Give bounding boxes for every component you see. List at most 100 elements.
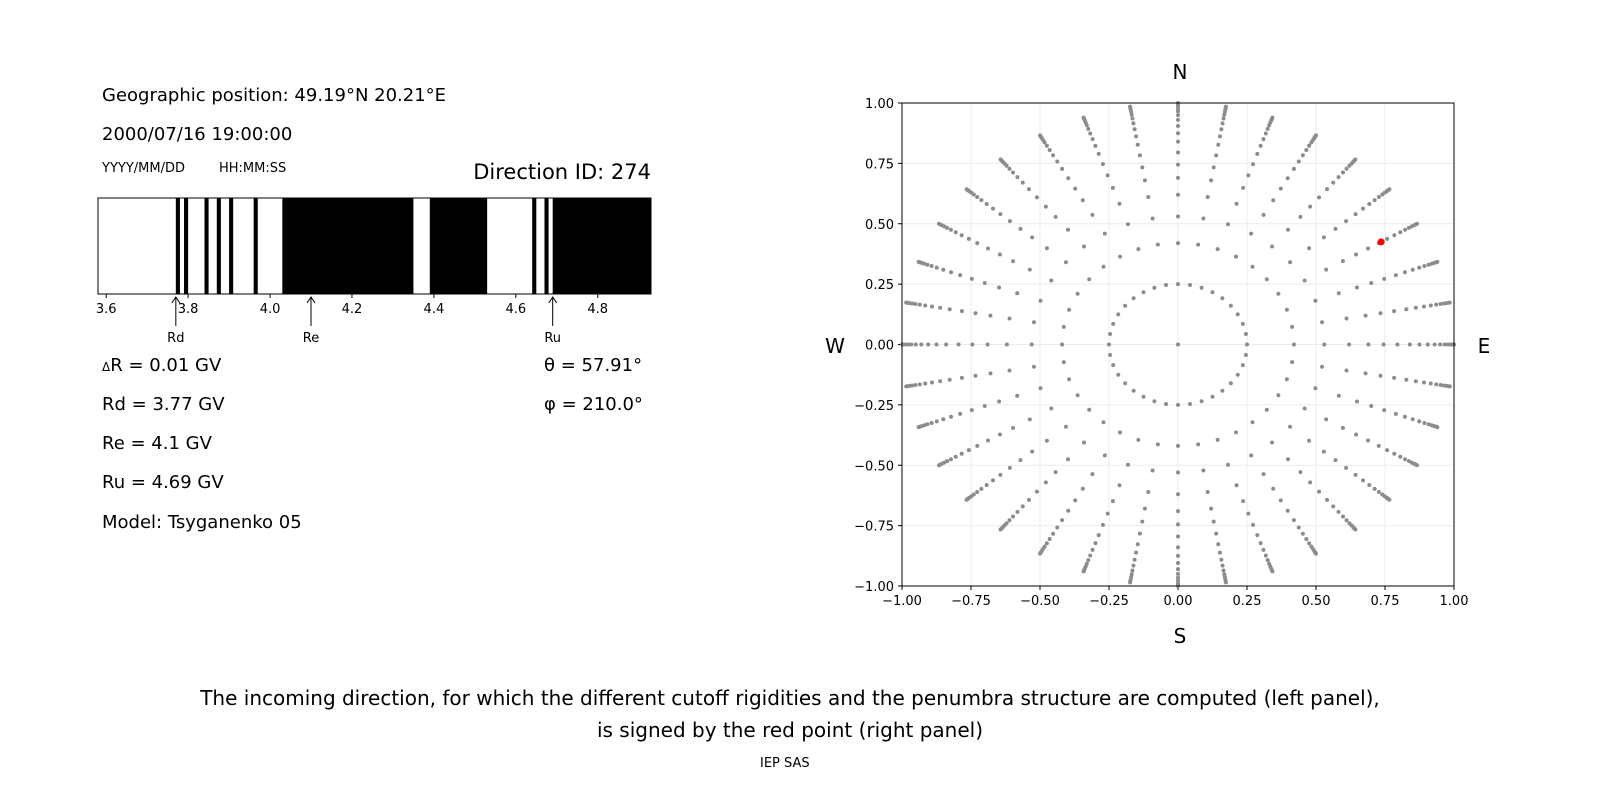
direction-point xyxy=(1385,236,1390,241)
direction-point xyxy=(1250,264,1255,269)
direction-point xyxy=(1135,542,1140,547)
direction-point xyxy=(1233,254,1238,259)
direction-point xyxy=(997,285,1002,290)
direction-point xyxy=(1285,227,1290,232)
direction-point xyxy=(1344,518,1349,523)
direction-point xyxy=(1060,518,1065,523)
direction-point xyxy=(1187,283,1192,288)
direction-point xyxy=(1376,489,1381,494)
direction-point xyxy=(1331,180,1336,185)
direction-point xyxy=(1102,231,1107,236)
direction-point xyxy=(1261,547,1266,552)
compass-north: N xyxy=(1173,60,1188,84)
direction-point xyxy=(1360,206,1365,211)
direction-point xyxy=(1128,104,1133,109)
direction-point xyxy=(979,198,984,203)
compass-west: W xyxy=(825,334,845,358)
forbidden-band xyxy=(552,198,651,294)
direction-point xyxy=(1360,478,1365,483)
direction-point xyxy=(1088,131,1093,136)
direction-point xyxy=(1249,231,1254,236)
direction-point xyxy=(1378,311,1383,316)
direction-point xyxy=(1265,558,1270,563)
direction-point xyxy=(1015,175,1020,180)
x-tick-label: 3.8 xyxy=(178,302,199,317)
direction-point xyxy=(1007,219,1012,224)
direction-point xyxy=(1066,508,1071,513)
direction-point xyxy=(1271,198,1276,203)
direction-point xyxy=(1340,259,1345,264)
direction-point xyxy=(985,438,990,443)
direction-point xyxy=(988,313,993,318)
direction-point xyxy=(959,309,964,314)
direction-point xyxy=(1053,214,1058,219)
direction-point xyxy=(1176,109,1180,114)
time-format-label: HH:MM:SS xyxy=(219,161,287,176)
direction-point xyxy=(1421,304,1426,309)
direction-point xyxy=(1176,545,1180,550)
direction-point xyxy=(916,425,921,430)
direction-point xyxy=(1199,285,1204,290)
forbidden-band xyxy=(175,198,180,294)
direction-point xyxy=(1434,302,1439,307)
direction-point xyxy=(1435,425,1440,430)
direction-point xyxy=(1255,533,1260,538)
direction-point xyxy=(1066,457,1071,462)
direction-point xyxy=(1382,276,1387,281)
direction-point xyxy=(1140,519,1145,524)
direction-point xyxy=(1176,139,1180,144)
direction-point xyxy=(1047,537,1052,542)
direction-point xyxy=(1363,371,1368,376)
direction-point xyxy=(1220,388,1225,393)
direction-point xyxy=(997,252,1002,257)
direction-point xyxy=(1176,162,1180,167)
direction-point xyxy=(985,342,990,347)
direction-point xyxy=(975,241,980,246)
direction-point xyxy=(1314,551,1318,556)
direction-point xyxy=(934,342,939,347)
direction-point xyxy=(1116,312,1121,317)
direction-point xyxy=(1176,117,1180,122)
direction-point xyxy=(1034,489,1039,494)
compass-south: S xyxy=(1174,624,1187,648)
direction-point xyxy=(1216,142,1221,147)
direction-point xyxy=(923,303,928,308)
direction-point xyxy=(1155,242,1160,247)
direction-point xyxy=(1090,547,1095,552)
direction-point xyxy=(1007,518,1012,523)
direction-point xyxy=(1333,458,1338,463)
model-name: Model: Tsyganenko 05 xyxy=(102,512,302,533)
direction-point xyxy=(1176,575,1180,580)
direction-point xyxy=(1053,470,1058,475)
direction-point xyxy=(1387,497,1392,502)
direction-point xyxy=(1392,233,1397,238)
direction-point xyxy=(1215,247,1220,252)
direction-point xyxy=(1140,165,1145,170)
footer-label: IEP SAS xyxy=(760,756,810,771)
direction-point xyxy=(1261,472,1266,477)
direction-point xyxy=(1044,438,1049,443)
direction-point xyxy=(929,420,934,425)
direction-point xyxy=(1134,134,1139,139)
direction-point xyxy=(1031,364,1036,369)
direction-point xyxy=(1288,260,1293,265)
direction-point xyxy=(904,384,909,389)
direction-point xyxy=(934,265,939,270)
direction-point xyxy=(1354,399,1359,404)
direction-point xyxy=(969,276,974,281)
direction-point xyxy=(1392,375,1397,380)
y-tick-label: −0.75 xyxy=(854,520,894,535)
direction-point xyxy=(1090,472,1095,477)
x-tick-label: 4.0 xyxy=(260,302,281,317)
delta-r-value: R = 0.01 GV xyxy=(110,355,222,376)
direction-scatter-chart: −1.00−1.00 −0.75 −0.75 −0.50 −0.50 −0.25 −0.25… xyxy=(825,60,1490,648)
direction-point xyxy=(1296,159,1301,164)
direction-point xyxy=(1398,454,1403,459)
direction-point xyxy=(1055,525,1060,530)
direction-point xyxy=(1061,324,1066,329)
direction-point xyxy=(1366,342,1371,347)
direction-point xyxy=(1395,342,1400,347)
direction-point xyxy=(1344,316,1349,321)
direction-point xyxy=(917,382,922,387)
